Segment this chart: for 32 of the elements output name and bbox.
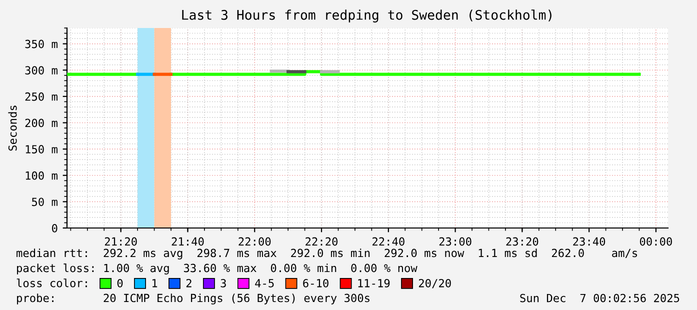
legend-label: 3 xyxy=(220,278,226,288)
y-tick-label: 300 m xyxy=(25,66,58,75)
x-tick-label: 23:00 xyxy=(439,237,472,246)
y-tick-label: 0 xyxy=(52,224,58,232)
chart-title: Last 3 Hours from redping to Sweden (Stockholm) xyxy=(182,10,552,22)
x-tick-label: 23:20 xyxy=(506,237,538,246)
x-tick-label: 22:00 xyxy=(238,237,271,246)
y-tick-label: 100 m xyxy=(26,171,58,180)
y-axis-title: Seconds xyxy=(8,106,17,151)
text: probe: 20 ICMP Echo Pings (56 Bytes) every 300s xyxy=(17,294,370,304)
legend-label: 4-5 xyxy=(255,279,274,288)
x-tick-label: 21:40 xyxy=(172,237,204,246)
legend-label: 11-19 xyxy=(358,278,390,288)
legend-title: loss color: xyxy=(16,278,87,288)
y-tick-label: 350 m xyxy=(25,40,58,48)
y-tick-label: 50 m xyxy=(32,198,58,206)
y-tick-label: 150 m xyxy=(26,145,58,154)
legend-label: 6-10 xyxy=(303,278,328,288)
x-tick-label: 21:20 xyxy=(104,237,137,246)
text: median rtt: 292.2 ms avg 298.7 ms max 292.0 ms min 292.0 ms now 1.1 ms sd 262.0 am/s xyxy=(16,248,638,260)
x-tick-label: 22:20 xyxy=(306,237,338,246)
legend-label: 1 xyxy=(152,279,158,288)
y-tick-label: 200 m xyxy=(25,118,58,128)
legend-label: 2 xyxy=(186,278,192,288)
text: Sun Dec 7 00:02:56 2025 xyxy=(520,294,680,302)
legend-label: 20/20 xyxy=(418,278,451,288)
x-tick-label: 00:00 xyxy=(640,237,672,246)
x-tick-label: 22:40 xyxy=(372,237,404,246)
text: packet loss: 1.00 % avg 33.60 % max 0.00 % min 0.00 % now xyxy=(17,264,418,274)
x-tick-label: 23:40 xyxy=(573,237,606,246)
legend-label: 0 xyxy=(117,278,123,288)
y-tick-label: 250 m xyxy=(25,92,58,101)
